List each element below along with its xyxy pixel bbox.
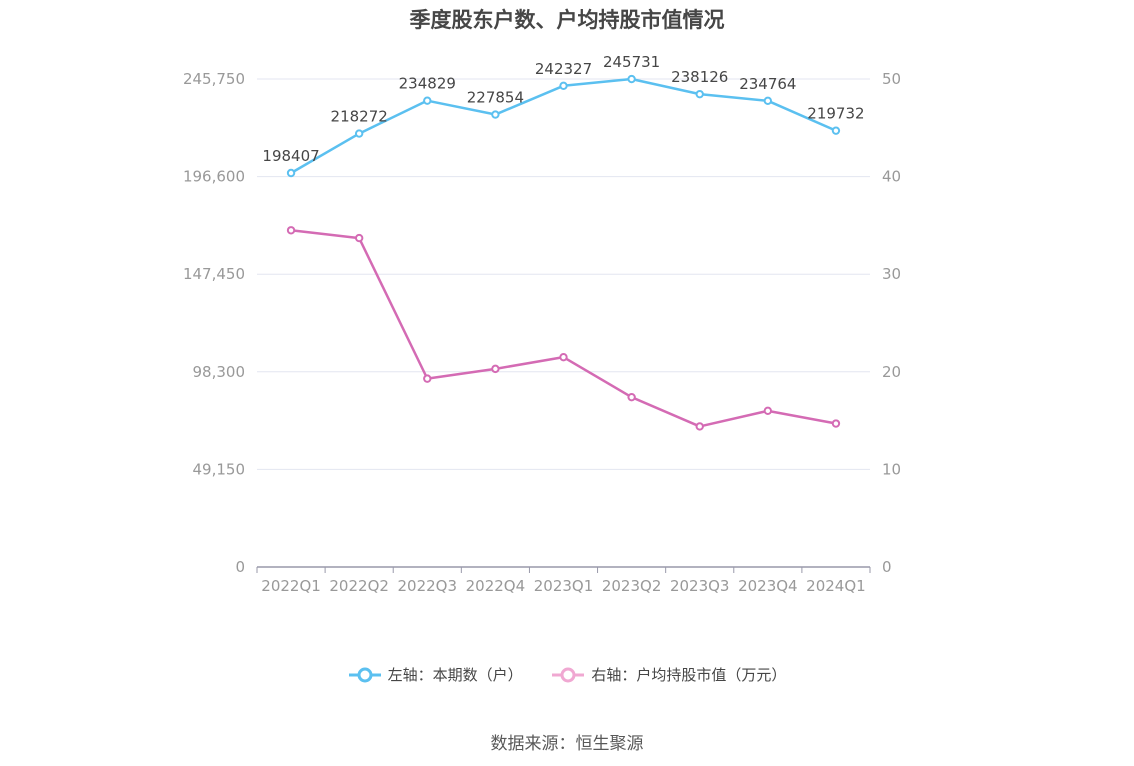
right-tick-label: 50 xyxy=(882,70,901,88)
x-tick-label: 2022Q4 xyxy=(466,577,526,595)
left-tick-label: 196,600 xyxy=(183,168,245,186)
data-label: 242327 xyxy=(535,60,592,78)
x-tick-label: 2022Q2 xyxy=(329,577,389,595)
right-tick-label: 0 xyxy=(882,558,892,576)
data-point-left xyxy=(559,81,568,90)
left-axis-ticks: 0 49,150 98,300 147,450 196,600 245,750 xyxy=(183,70,245,576)
grid-lines xyxy=(257,78,870,470)
left-tick-label: 245,750 xyxy=(183,70,245,88)
data-point-left xyxy=(831,126,841,135)
x-tick-label: 2022Q1 xyxy=(261,577,321,595)
chart-canvas: 0 49,150 98,300 147,450 196,600 245,750 0 10 20… xyxy=(183,53,901,595)
data-point-left xyxy=(286,168,296,178)
data-label: 238126 xyxy=(671,68,728,86)
legend-label-right: 右轴：户均持股市值（万元） xyxy=(591,666,787,684)
right-tick-label: 40 xyxy=(882,168,901,186)
data-point-left xyxy=(354,129,364,138)
data-point-right xyxy=(831,419,841,428)
right-tick-label: 10 xyxy=(882,460,901,478)
right-tick-label: 30 xyxy=(882,265,901,283)
x-axis: 2022Q1 2022Q2 2022Q3 2022Q4 2023Q1 2023Q2 2023… xyxy=(256,566,871,595)
legend-label-left: 左轴：本期数（户） xyxy=(387,666,523,684)
data-point-right xyxy=(354,233,364,243)
left-tick-label: 147,450 xyxy=(183,265,245,283)
data-point-right xyxy=(286,226,296,235)
data-point-right xyxy=(423,374,432,383)
x-tick-label: 2023Q3 xyxy=(670,577,730,595)
data-label: 245731 xyxy=(603,53,660,71)
series-layer xyxy=(286,74,841,431)
x-tick-label: 2023Q1 xyxy=(534,577,594,595)
data-labels: 198407 218272 234829 227854 242327 245731 2381… xyxy=(262,53,864,165)
source-note: 数据来源：恒生聚源 xyxy=(490,734,644,754)
left-tick-label: 98,300 xyxy=(193,363,246,381)
x-tick-label: 2023Q4 xyxy=(738,577,798,595)
data-point-right xyxy=(559,352,568,362)
legend-item-left[interactable]: 左轴：本期数（户） xyxy=(348,664,523,685)
right-tick-label: 20 xyxy=(882,363,901,381)
legend-left-line-icon xyxy=(348,667,381,682)
left-tick-label: 0 xyxy=(235,558,245,576)
data-point-right xyxy=(627,392,636,402)
x-tick-label: 2024Q1 xyxy=(806,577,866,595)
data-point-left xyxy=(423,96,432,105)
data-point-right xyxy=(695,422,704,431)
data-point-left xyxy=(491,110,500,119)
data-point-left xyxy=(695,89,704,99)
data-point-left xyxy=(763,96,773,106)
legend-right-line-icon xyxy=(552,667,585,682)
legend-item-right[interactable]: 右轴：户均持股市值（万元） xyxy=(551,664,786,685)
data-point-right xyxy=(491,364,500,374)
data-label: 219732 xyxy=(807,105,864,123)
x-tick-label: 2023Q2 xyxy=(602,577,662,595)
data-point-right xyxy=(763,406,773,416)
data-label: 234829 xyxy=(399,75,456,93)
data-point-left xyxy=(627,74,636,84)
series-line-right xyxy=(290,229,837,428)
legend: 左轴：本期数（户） 右轴：户均持股市值（万元） xyxy=(0,664,1134,687)
data-label: 234764 xyxy=(739,75,796,93)
data-label: 227854 xyxy=(467,89,524,107)
series-line-left xyxy=(290,77,837,175)
left-tick-label: 49,150 xyxy=(193,460,246,478)
data-label: 198407 xyxy=(262,147,319,165)
chart-title: 季度股东户数、户均持股市值情况 xyxy=(409,8,725,32)
right-axis-ticks: 0 10 20 30 40 50 xyxy=(882,70,901,576)
data-label: 218272 xyxy=(331,108,388,126)
x-tick-label: 2022Q3 xyxy=(398,577,458,595)
